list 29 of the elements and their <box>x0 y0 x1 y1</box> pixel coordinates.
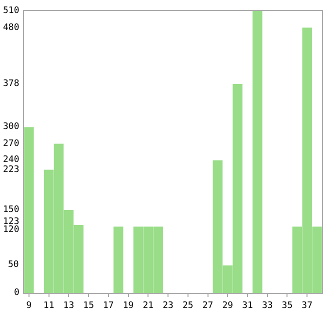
y-tick-label: 240 <box>3 155 20 165</box>
y-tick-label: 150 <box>3 205 20 215</box>
x-tick-label: 33 <box>262 300 273 311</box>
y-tick-label: 270 <box>3 139 20 149</box>
x-tick-label: 11 <box>43 300 54 311</box>
y-tick-label: 50 <box>8 260 19 270</box>
x-tick-label: 37 <box>302 300 313 311</box>
y-tick-label: 378 <box>3 79 20 89</box>
x-tick-label: 9 <box>26 300 32 311</box>
bar <box>114 226 124 293</box>
y-tick-label: 0 <box>14 288 20 298</box>
x-tick-label: 31 <box>242 300 253 311</box>
y-tick-label: 120 <box>3 225 20 235</box>
x-tick-label: 35 <box>282 300 293 311</box>
y-tick-label: 300 <box>3 122 20 132</box>
x-tick-label: 27 <box>202 300 214 311</box>
y-tick-label: 480 <box>3 23 20 33</box>
x-tick-label: 19 <box>122 300 134 311</box>
x-tick-label: 25 <box>182 300 194 311</box>
bar <box>24 127 34 293</box>
x-tick-label: 15 <box>83 300 94 311</box>
x-tick-label: 13 <box>63 300 74 311</box>
x-tick-label: 23 <box>162 300 174 311</box>
y-tick-label: 223 <box>3 165 20 175</box>
bar <box>252 11 262 293</box>
x-tick-label: 29 <box>222 300 234 311</box>
y-tick-label: 510 <box>3 6 20 16</box>
x-tick-label: 17 <box>103 300 114 311</box>
x-tick-label: 21 <box>142 300 154 311</box>
